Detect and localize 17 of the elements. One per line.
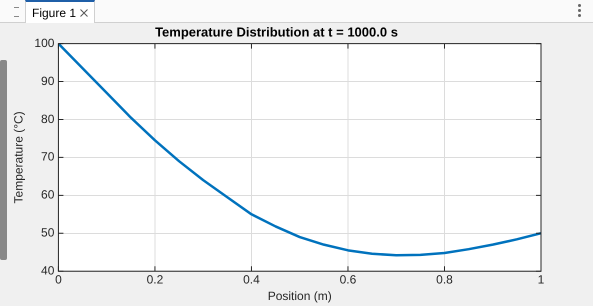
y-tick-label: 80 [41,112,55,126]
y-tick-label: 100 [34,36,55,50]
x-tick-label: 1 [538,272,545,287]
y-tick-label: 70 [41,150,55,164]
caption: Figure 1 [32,6,76,20]
x-tick-label: 0.8 [436,272,454,287]
y-tick-label: 90 [41,74,55,88]
y-tick-label: 40 [41,264,55,278]
chart-title: Temperature Distribution at t = 1000.0 s [155,24,398,40]
y-tick-label: 50 [41,226,55,240]
x-axis-title: Position (m) [268,289,332,304]
x-tick-label: 0.2 [146,272,164,287]
x-tick-label: 0.6 [340,272,357,287]
x-tick-label: 0.4 [243,272,260,287]
y-axis-title: Temperature (°C) [12,111,26,204]
y-tick-label: 60 [41,188,55,202]
x-tick-label: 0 [55,272,62,287]
